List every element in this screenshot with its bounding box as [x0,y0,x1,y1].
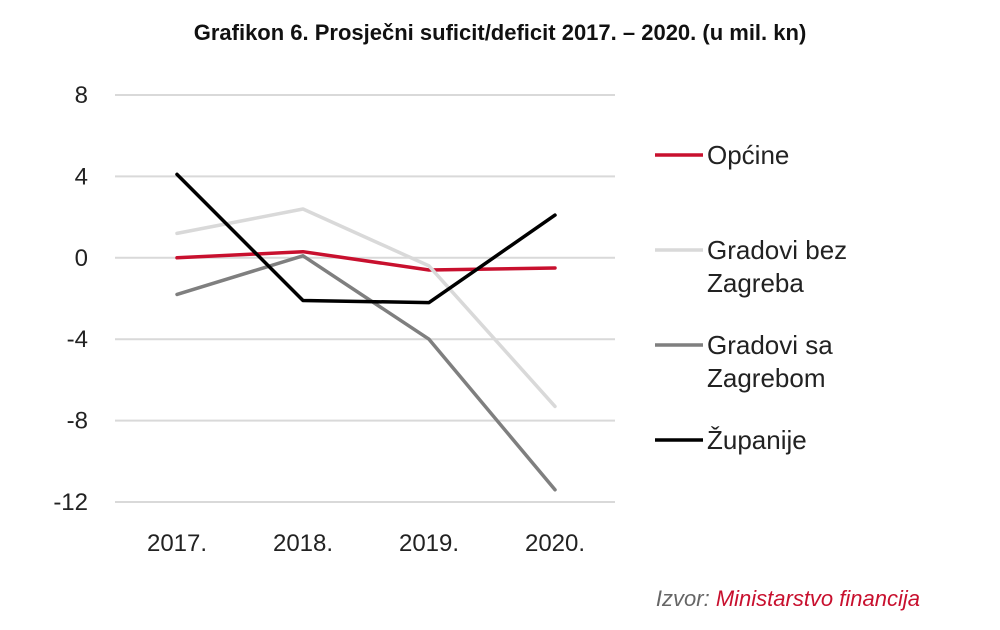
y-tick-label: -4 [67,326,88,353]
series-line [175,254,557,492]
chart-title: Grafikon 6. Prosječni suficit/deficit 20… [193,20,807,45]
x-tick-label: 2020. [525,530,585,557]
y-tick-label: -8 [67,408,88,435]
series-line [175,172,557,305]
y-tick-label: 4 [75,163,88,190]
legend-label: Zagreba [707,268,804,298]
y-tick-label: -12 [53,489,88,516]
x-tick-label: 2017. [147,530,207,557]
source-value: Ministarstvo financija [715,586,920,611]
x-axis-ticks: 2017. 2018. 2019. 2020. [147,530,585,557]
legend-label: Općine [707,140,789,170]
source-label: Izvor: [655,586,710,611]
y-tick-label: 8 [75,82,88,109]
series-line [175,249,557,272]
series-lines [175,172,557,492]
y-tick-label: 0 [75,245,88,272]
legend-label: Gradovi bez [707,235,847,265]
source-note: Izvor: Ministarstvo financija [656,586,920,612]
legend-label: Gradovi sa [707,330,833,360]
series-line [175,207,557,409]
x-tick-label: 2019. [399,530,459,557]
legend-label: Zagrebom [707,363,826,393]
x-tick-label: 2018. [273,530,333,557]
y-axis-ticks: 8 4 0 -4 -8 -12 [53,82,88,516]
legend-label: Županije [707,425,807,455]
